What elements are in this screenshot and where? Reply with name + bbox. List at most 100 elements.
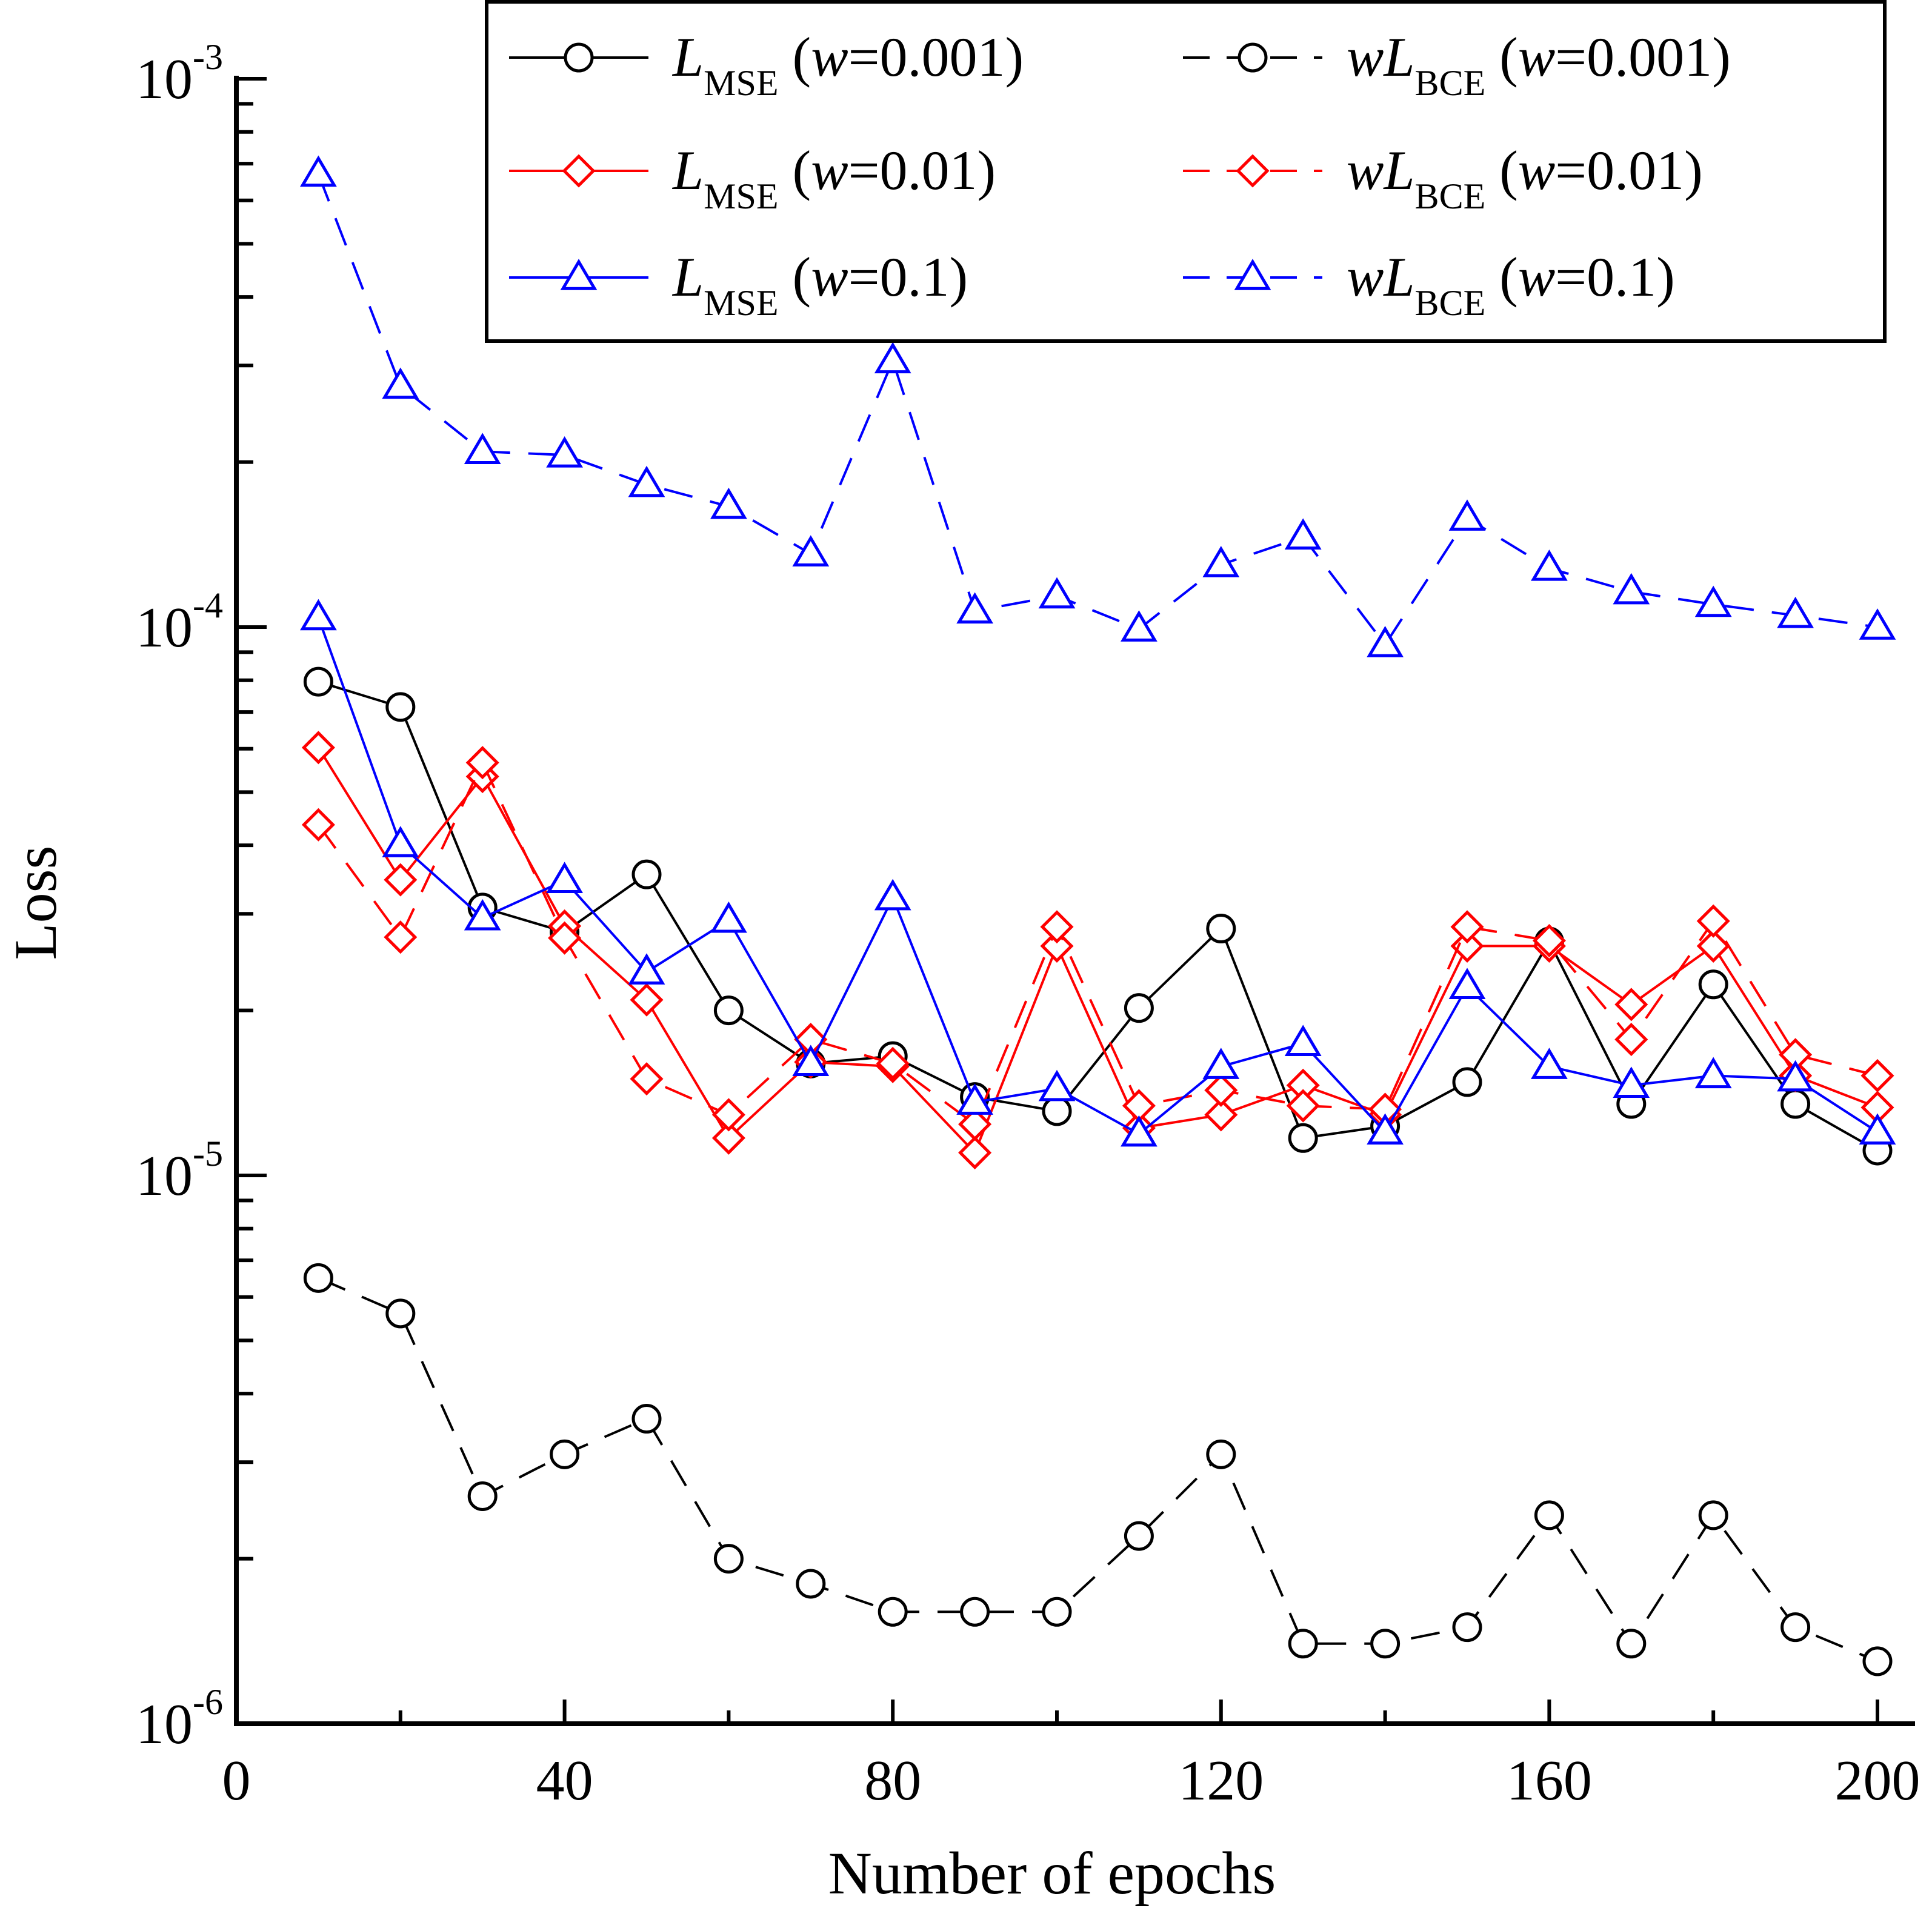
data-point xyxy=(303,1263,333,1293)
legend-entry: LMSE (w=0.01) xyxy=(509,139,996,216)
data-point xyxy=(301,808,335,842)
data-point xyxy=(958,1136,992,1170)
data-point xyxy=(710,487,747,519)
data-point xyxy=(792,1045,830,1076)
data-point xyxy=(792,535,830,567)
data-point xyxy=(631,859,662,889)
data-point xyxy=(546,862,583,893)
x-tick-label: 80 xyxy=(864,1749,921,1812)
data-point xyxy=(1202,545,1240,577)
x-tick-label: 160 xyxy=(1507,1749,1592,1812)
axes xyxy=(234,76,1915,1726)
data-point xyxy=(1042,1597,1072,1627)
data-point xyxy=(1367,626,1404,657)
series-1 xyxy=(303,666,1893,1166)
data-point xyxy=(1452,1067,1482,1097)
data-point xyxy=(630,983,664,1017)
data-point xyxy=(1696,929,1730,963)
data-point xyxy=(1284,1025,1322,1057)
data-point xyxy=(385,1298,416,1329)
data-point xyxy=(1038,1069,1076,1102)
data-point xyxy=(631,1404,662,1434)
series-line xyxy=(318,1277,1878,1663)
series-5 xyxy=(300,599,1896,1147)
data-point xyxy=(1777,1060,1814,1092)
data-point xyxy=(1613,573,1650,605)
data-point xyxy=(1206,1439,1236,1469)
data-point xyxy=(1694,1057,1732,1089)
data-point xyxy=(1531,550,1568,581)
y-axis-title: Loss xyxy=(2,846,69,960)
data-point xyxy=(713,995,744,1026)
plot-series xyxy=(300,155,1896,1676)
data-point xyxy=(300,599,337,631)
legend-label: wLBCE (w=0.01) xyxy=(1347,139,1703,216)
series-line xyxy=(317,759,1878,1126)
series-6 xyxy=(300,155,1896,657)
legend-entry: wLBCE (w=0.01) xyxy=(1183,139,1703,216)
data-point xyxy=(1448,968,1486,1000)
data-point xyxy=(1860,1058,1894,1092)
legend-entry: LMSE (w=0.001) xyxy=(509,26,1024,103)
data-point xyxy=(1696,904,1730,938)
legend-marker xyxy=(1236,154,1270,188)
legend-marker xyxy=(1234,259,1271,290)
data-point xyxy=(1288,1123,1318,1153)
data-point xyxy=(1448,499,1486,531)
data-point xyxy=(1694,585,1732,617)
y-tick-label: 10-5 xyxy=(136,1134,223,1208)
data-point xyxy=(1206,914,1236,944)
data-point xyxy=(465,746,499,780)
data-point xyxy=(876,1046,910,1080)
data-point xyxy=(1367,1113,1404,1145)
legend-marker xyxy=(562,154,596,188)
legend-marker xyxy=(1237,42,1268,73)
data-point xyxy=(1698,1500,1728,1530)
data-point xyxy=(628,465,665,497)
data-point xyxy=(385,692,416,722)
data-point xyxy=(301,731,335,765)
data-point xyxy=(548,921,582,955)
data-point xyxy=(1204,1073,1238,1107)
x-axis-title: Number of epochs xyxy=(828,1839,1276,1907)
data-point xyxy=(1042,1096,1072,1126)
data-point xyxy=(1613,1066,1650,1098)
x-tick-label: 0 xyxy=(222,1749,251,1812)
data-point xyxy=(713,1544,744,1574)
data-point xyxy=(1124,1521,1154,1551)
series-2 xyxy=(303,1263,1893,1676)
data-point xyxy=(1121,610,1158,642)
data-point xyxy=(1780,1612,1811,1643)
data-point xyxy=(1531,1048,1568,1079)
legend-label: LMSE (w=0.001) xyxy=(671,26,1024,103)
data-point xyxy=(1616,1629,1647,1659)
data-point xyxy=(1040,929,1074,963)
data-point xyxy=(1204,1098,1238,1132)
data-point xyxy=(1777,596,1814,628)
data-point xyxy=(1859,608,1896,640)
legend-label: LMSE (w=0.1) xyxy=(671,246,968,323)
legend-marker xyxy=(560,259,598,290)
x-tick-label: 40 xyxy=(536,1749,593,1812)
legend-entry: LMSE (w=0.1) xyxy=(509,246,968,323)
data-point xyxy=(710,901,747,933)
data-point xyxy=(711,1121,745,1155)
y-tick-label: 10-3 xyxy=(136,37,223,111)
data-point xyxy=(384,920,418,954)
series-4 xyxy=(301,746,1894,1141)
data-point xyxy=(1288,1629,1318,1659)
data-point xyxy=(300,155,337,187)
data-point xyxy=(960,1597,990,1627)
data-point xyxy=(1614,988,1648,1022)
y-tick-label: 10-4 xyxy=(136,585,223,659)
data-point xyxy=(464,433,501,464)
data-point xyxy=(1780,1089,1811,1119)
legend-label: wLBCE (w=0.1) xyxy=(1347,246,1675,323)
series-3 xyxy=(301,731,1894,1170)
data-point xyxy=(628,953,665,985)
data-point xyxy=(1370,1629,1401,1659)
axis-ticks: 0 40 80 120 160 200 10-6 10-5 10-4 10-3 xyxy=(136,37,1920,1812)
data-point xyxy=(1534,1500,1564,1530)
data-point xyxy=(874,879,911,911)
